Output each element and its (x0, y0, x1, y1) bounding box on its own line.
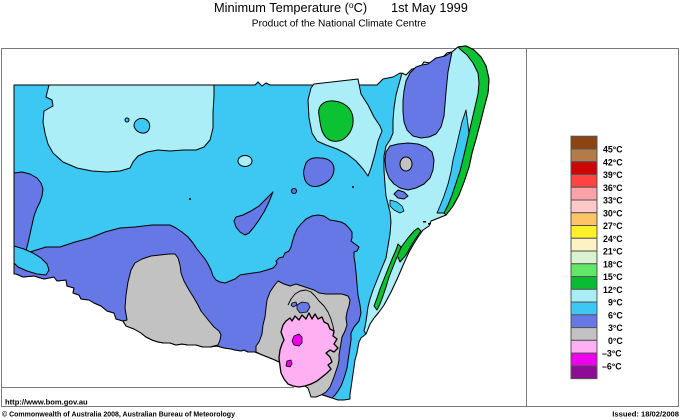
svg-text:3°C: 3°C (608, 323, 623, 333)
svg-text:http://www.bom.gov.au: http://www.bom.gov.au (5, 398, 88, 407)
svg-text:15°C: 15°C (603, 272, 623, 282)
svg-text:18°C: 18°C (603, 259, 623, 269)
svg-text:Issued: 18/02/2008: Issued: 18/02/2008 (612, 410, 679, 419)
svg-text:12°C: 12°C (603, 285, 623, 295)
svg-text:–6°C: –6°C (602, 362, 622, 372)
svg-text:9°C: 9°C (608, 298, 623, 308)
svg-text:21°C: 21°C (603, 247, 623, 257)
svg-text:Product of the National Climat: Product of the National Climate Centre (252, 19, 427, 30)
svg-text:30°C: 30°C (603, 208, 623, 218)
svg-text:24°C: 24°C (603, 234, 623, 244)
svg-text:0°C: 0°C (608, 336, 623, 346)
svg-text:42°C: 42°C (603, 157, 623, 167)
svg-text:27°C: 27°C (603, 221, 623, 231)
svg-text:36°C: 36°C (603, 183, 623, 193)
svg-text:39°C: 39°C (603, 170, 623, 180)
svg-text:6°C: 6°C (608, 310, 623, 320)
svg-text:Minimum Temperature (oC): Minimum Temperature (oC) (214, 0, 367, 15)
svg-text:33°C: 33°C (603, 196, 623, 206)
svg-text:© Commonwealth of Australia 20: © Commonwealth of Australia 2008, Austra… (2, 411, 235, 419)
svg-text:–3°C: –3°C (602, 349, 622, 359)
svg-text:1st May 1999: 1st May 1999 (391, 0, 468, 15)
svg-text:45°C: 45°C (603, 145, 623, 155)
